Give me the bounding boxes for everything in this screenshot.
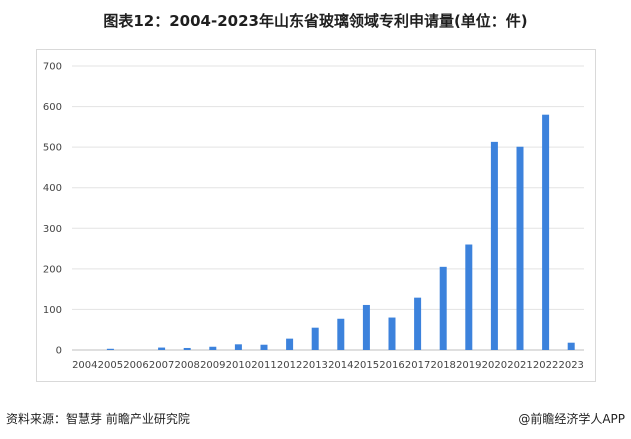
bar-2019 xyxy=(465,244,473,350)
bar-2021 xyxy=(516,146,524,350)
x-tick-label: 2014 xyxy=(328,360,353,371)
x-tick-label: 2020 xyxy=(482,360,507,371)
x-tick-label: 2008 xyxy=(174,360,199,371)
x-tick-label: 2019 xyxy=(456,360,481,371)
y-tick-label: 700 xyxy=(43,62,62,73)
bar-2014 xyxy=(337,318,345,350)
y-tick-label: 100 xyxy=(43,305,62,316)
bar-2023 xyxy=(567,342,575,350)
gridlines xyxy=(72,65,584,351)
x-tick-label: 2022 xyxy=(533,360,558,371)
x-tick-label: 2009 xyxy=(200,360,225,371)
bars xyxy=(106,114,575,350)
x-tick-label: 2010 xyxy=(226,360,251,371)
y-tick-label: 400 xyxy=(43,183,62,194)
y-tick-label: 300 xyxy=(43,224,62,235)
bar-2005 xyxy=(106,348,114,350)
chart-frame xyxy=(36,49,596,382)
x-axis-ticks: 2004 2005 2006 2007 2008 2009 2010 2011 2012 2013… xyxy=(72,360,584,371)
x-tick-label: 2021 xyxy=(507,360,532,371)
x-tick-label: 2005 xyxy=(98,360,123,371)
y-axis-ticks: 0 100 200 300 400 500 600 700 xyxy=(43,62,62,357)
bar-2012 xyxy=(286,338,294,350)
x-tick-label: 2013 xyxy=(302,360,327,371)
bar-2018 xyxy=(439,266,447,350)
bar-2017 xyxy=(414,297,422,350)
x-tick-label: 2023 xyxy=(558,360,583,371)
bar-2007 xyxy=(158,347,166,350)
brand-credit: @前瞻经济学人APP xyxy=(518,412,625,426)
y-tick-label: 500 xyxy=(43,143,62,154)
chart-title: 图表12：2004-2023年山东省玻璃领域专利申请量(单位：件) xyxy=(103,12,528,30)
x-tick-label: 2011 xyxy=(251,360,276,371)
x-tick-label: 2004 xyxy=(72,360,97,371)
x-tick-label: 2015 xyxy=(354,360,379,371)
bar-2009 xyxy=(209,346,217,350)
x-tick-label: 2017 xyxy=(405,360,430,371)
bar-2011 xyxy=(260,344,268,350)
bar-2022 xyxy=(542,114,550,350)
bar-2010 xyxy=(234,344,242,350)
y-tick-label: 0 xyxy=(56,346,62,357)
bar-2013 xyxy=(311,327,319,350)
source-note: 资料来源：智慧芽 前瞻产业研究院 xyxy=(6,412,190,426)
bar-2015 xyxy=(362,304,370,350)
x-tick-label: 2006 xyxy=(123,360,148,371)
x-tick-label: 2007 xyxy=(149,360,174,371)
x-tick-label: 2012 xyxy=(277,360,302,371)
y-tick-label: 600 xyxy=(43,102,62,113)
x-tick-label: 2018 xyxy=(430,360,455,371)
y-tick-label: 200 xyxy=(43,264,62,275)
bar-2008 xyxy=(183,347,191,350)
bar-2020 xyxy=(490,141,498,350)
bar-2016 xyxy=(388,317,396,350)
x-tick-label: 2016 xyxy=(379,360,404,371)
